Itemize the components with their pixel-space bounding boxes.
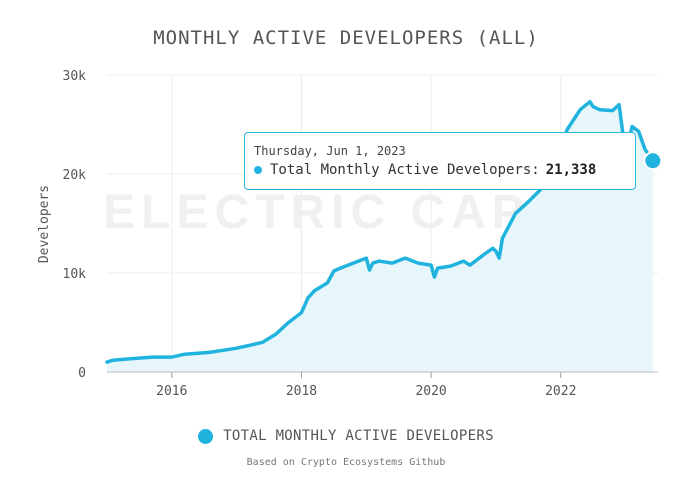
axes: 0 10k 20k 30k 2016 2018 2020 2022 bbox=[63, 69, 658, 399]
tooltip-value: 21,338 bbox=[545, 162, 597, 178]
y-tick-label: 20k bbox=[63, 168, 87, 183]
source-note: Based on Crypto Ecosystems Github bbox=[246, 457, 446, 468]
tooltip-row: Total Monthly Active Developers: 21,338 bbox=[254, 162, 635, 178]
legend-marker-icon bbox=[198, 428, 214, 444]
legend-label: TOTAL MONTHLY ACTIVE DEVELOPERS bbox=[223, 428, 494, 444]
tooltip-date: Thursday, Jun 1, 2023 bbox=[254, 144, 406, 158]
tooltip-series-label: Total Monthly Active Developers: bbox=[270, 162, 540, 178]
y-tick-label: 10k bbox=[63, 267, 87, 282]
y-tick-label: 0 bbox=[78, 366, 86, 381]
y-tick-label: 30k bbox=[63, 69, 87, 84]
x-tick-label: 2022 bbox=[545, 384, 576, 399]
series-line bbox=[105, 99, 655, 364]
series-area-fill bbox=[107, 101, 653, 372]
tooltip: Thursday, Jun 1, 2023 Total Monthly Acti… bbox=[244, 132, 636, 190]
x-tick-label: 2020 bbox=[415, 384, 446, 399]
hover-point-marker bbox=[643, 151, 663, 171]
hover-marker[interactable] bbox=[643, 151, 663, 171]
series-dot-icon bbox=[254, 166, 262, 174]
x-tick-label: 2018 bbox=[286, 384, 317, 399]
chart-title: MONTHLY ACTIVE DEVELOPERS (ALL) bbox=[153, 27, 539, 49]
y-axis-label: Developers bbox=[37, 185, 52, 263]
series-area bbox=[105, 99, 655, 372]
legend[interactable]: TOTAL MONTHLY ACTIVE DEVELOPERS bbox=[0, 428, 692, 444]
x-tick-label: 2016 bbox=[156, 384, 187, 399]
